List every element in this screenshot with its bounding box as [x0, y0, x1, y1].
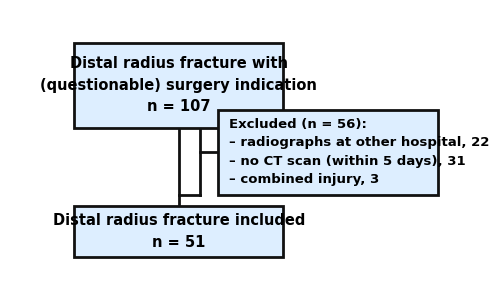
FancyBboxPatch shape — [74, 206, 284, 257]
FancyBboxPatch shape — [74, 43, 284, 128]
Text: Excluded (n = 56):
– radiographs at other hospital, 22
– no CT scan (within 5 da: Excluded (n = 56): – radiographs at othe… — [229, 118, 489, 186]
Text: Distal radius fracture with
(questionable) surgery indication
n = 107: Distal radius fracture with (questionabl… — [40, 56, 317, 115]
Text: Distal radius fracture included
n = 51: Distal radius fracture included n = 51 — [52, 213, 305, 250]
FancyBboxPatch shape — [218, 109, 438, 195]
